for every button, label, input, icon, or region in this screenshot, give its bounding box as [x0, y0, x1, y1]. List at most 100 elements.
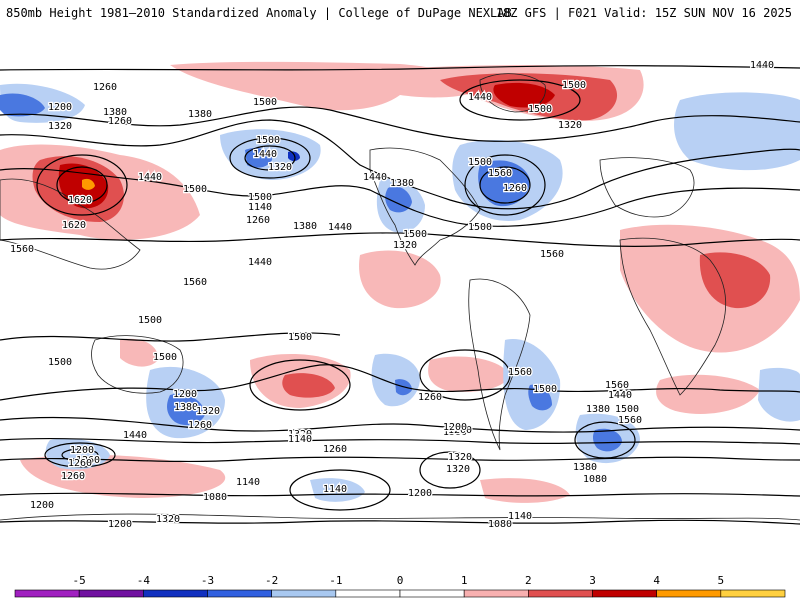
contour-label: 1320: [288, 429, 312, 440]
anomaly-strong-negative-area: [0, 93, 45, 117]
contour-label: 1200: [70, 445, 94, 456]
anomaly-negative-area: [310, 478, 365, 502]
contour-label: 1560: [183, 277, 207, 288]
anomaly-strong-positive-area: [282, 373, 335, 398]
contour-label: 1320: [446, 464, 470, 475]
contour-label: 1560: [508, 367, 532, 378]
contour-label: 1500: [138, 315, 162, 326]
contour-label: 1260: [246, 215, 270, 226]
contour-low: [289, 469, 391, 511]
contour-label: 1500: [253, 97, 277, 108]
contour-label: 1320: [393, 240, 417, 251]
colorbar-swatch: [78, 589, 144, 598]
contour-label: 1260: [76, 455, 100, 466]
colorbar-tick-label: -4: [137, 574, 151, 587]
contour-label: 1320: [196, 406, 220, 417]
contour-label: 1440: [138, 172, 162, 183]
contour-label: 1440: [253, 149, 277, 160]
contour-low: [419, 451, 481, 489]
anomaly-positive-area: [120, 338, 159, 367]
contour-label: 1200: [173, 389, 197, 400]
contour-label: 1320: [448, 452, 472, 463]
contour-line: [0, 106, 800, 142]
colorbar-swatch: [207, 589, 272, 598]
colorbar-swatch: [399, 589, 465, 598]
anomaly-positive-area: [480, 478, 570, 503]
contour-label: 1320: [558, 120, 582, 131]
contour-label: 1440: [363, 172, 387, 183]
contour-label: 1380: [573, 462, 597, 473]
contour-label: 1500: [533, 384, 557, 395]
contour-label: 1380: [443, 427, 467, 438]
colorbar-swatch: [592, 589, 657, 598]
anomaly-strong-negative-area: [245, 148, 272, 168]
contour-low: [244, 145, 296, 171]
colorbar-swatch: [528, 589, 593, 598]
contour-label: 1260: [61, 471, 85, 482]
colorbar-swatch: [14, 589, 80, 598]
contour-line: [0, 232, 800, 247]
colorbar-swatch: [656, 589, 722, 598]
contour-label: 1560: [540, 249, 564, 260]
contour-label: 1560: [488, 168, 512, 179]
contour-label: 1440: [608, 390, 632, 401]
colorbar-tick-label: 0: [397, 574, 404, 587]
height-contours: [0, 65, 800, 525]
contour-line: [0, 65, 800, 71]
contour-label: 1200: [30, 500, 54, 511]
contour-line: [0, 364, 800, 401]
contour-label: 1500: [153, 352, 177, 363]
contour-low: [229, 137, 311, 179]
contour-label: 1200: [48, 102, 72, 113]
anomaly-strong-negative-area: [385, 186, 412, 213]
colorbar-swatch: [720, 589, 786, 598]
contour-label: 1260: [68, 458, 92, 469]
contour-label: 1200: [443, 422, 467, 433]
colorbar-tick-label: 5: [718, 574, 725, 587]
anomaly-strong-negative-area: [167, 393, 205, 426]
contour-label: 1080: [488, 519, 512, 530]
contour-label: 1440: [750, 60, 774, 71]
coastline-south-america: [468, 278, 531, 451]
contour-label: 1620: [62, 220, 86, 231]
contour-label: 1200: [408, 488, 432, 499]
contour-label: 1500: [256, 135, 280, 146]
contour-line: [0, 456, 800, 463]
colorbar-swatch: [271, 589, 337, 598]
anomaly-negative-area: [758, 367, 800, 422]
contour-label: 1380: [188, 109, 212, 120]
anomaly-strong-positive-area: [699, 252, 771, 309]
contour-label: 1260: [418, 392, 442, 403]
contour-low: [574, 421, 636, 459]
contour-label: 1620: [68, 195, 92, 206]
anomaly-positive-area: [359, 250, 441, 309]
coastline-africa: [619, 237, 727, 396]
contour-high: [36, 154, 128, 216]
coastline-greenland: [479, 73, 546, 113]
contour-label: 1440: [468, 92, 492, 103]
colorbar-ticks: -5 -4 -3 -2 -1 0 1 2 3 4 5: [73, 574, 725, 587]
contour-label: 1140: [288, 434, 312, 445]
contour-label: 1500: [468, 222, 492, 233]
contour-label: 1500: [615, 404, 639, 415]
contour-low: [61, 448, 99, 462]
contour-label: 1140: [248, 202, 272, 213]
coastline-north-america: [369, 147, 481, 266]
contour-label: 1500: [183, 184, 207, 195]
contour-label: 1560: [10, 244, 34, 255]
colorbar-tick-label: 1: [461, 574, 468, 587]
contour-label: 1440: [248, 257, 272, 268]
coastline-antarctica: [0, 513, 800, 521]
contour-line: [0, 492, 800, 497]
contour-label: 1440: [123, 430, 147, 441]
contour-label: 1380: [174, 402, 198, 413]
contour-label: 1200: [448, 425, 472, 436]
contour-high: [419, 349, 511, 401]
colorbar-swatches: [14, 589, 786, 598]
contour-label: 1500: [468, 157, 492, 168]
header: 850mb Height 1981–2010 Standardized Anom…: [0, 0, 800, 40]
contour-label: 1380: [390, 178, 414, 189]
anomaly-map: 1440 1500 1200 1320 1260 1380 1500 1440 1320 1500…: [0, 40, 800, 560]
contour-label: 1320: [268, 162, 292, 173]
contour-label: 1260: [188, 420, 212, 431]
